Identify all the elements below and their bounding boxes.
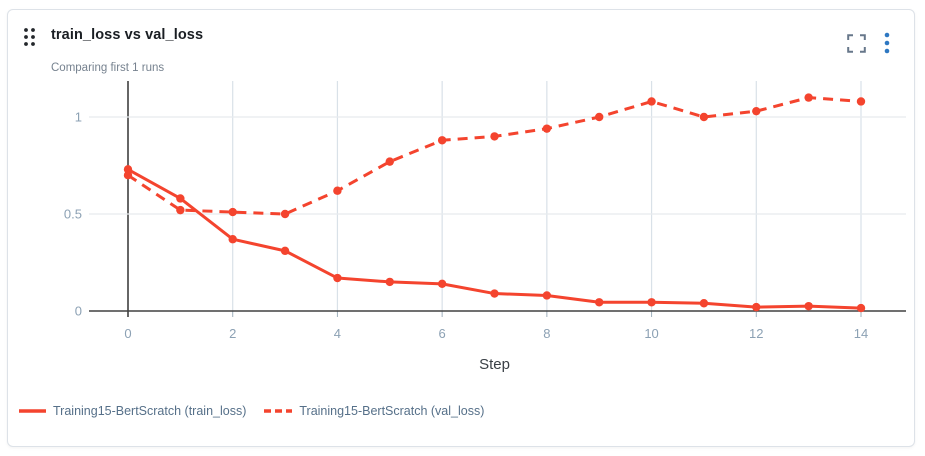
data-point bbox=[804, 93, 813, 102]
legend: Training15-BertScratch (train_loss) Trai… bbox=[19, 404, 484, 418]
kebab-menu-button[interactable] bbox=[882, 30, 892, 56]
fullscreen-button[interactable] bbox=[845, 32, 868, 55]
train-loss-line bbox=[123, 165, 866, 313]
data-point bbox=[176, 205, 185, 215]
data-point bbox=[490, 132, 499, 141]
x-axis-title: Step bbox=[479, 356, 510, 373]
grid bbox=[89, 81, 906, 317]
panel-card: train_loss vs val_loss Comparing first 1… bbox=[7, 9, 915, 447]
x-tick-label: 4 bbox=[334, 326, 341, 341]
data-point bbox=[752, 302, 761, 312]
y-tick-label: 0 bbox=[75, 304, 82, 319]
x-tick-label: 14 bbox=[854, 326, 868, 341]
drag-handle-icon[interactable] bbox=[24, 27, 38, 47]
kebab-menu-icon bbox=[884, 32, 890, 54]
data-point bbox=[123, 165, 133, 174]
legend-item-val-loss[interactable]: Training15-BertScratch (val_loss) bbox=[264, 404, 484, 418]
legend-item-train-loss[interactable]: Training15-BertScratch (train_loss) bbox=[19, 404, 246, 418]
data-point bbox=[699, 112, 709, 122]
panel-actions bbox=[845, 30, 892, 56]
y-tick-label: 0.5 bbox=[64, 207, 82, 222]
legend-label-val-loss: Training15-BertScratch (val_loss) bbox=[299, 404, 485, 418]
line-chart[interactable]: 00.510 2 4 6 8 10 12 14 bbox=[8, 10, 916, 448]
data-point bbox=[595, 298, 604, 307]
data-point bbox=[385, 277, 394, 287]
axis-tick-labels: 00.510 2 4 6 8 10 12 14 bbox=[64, 110, 868, 342]
subtitle: Comparing first 1 runs bbox=[51, 62, 165, 74]
data-point bbox=[437, 136, 447, 145]
x-tick-label: 6 bbox=[439, 326, 446, 341]
x-tick-label: 10 bbox=[644, 326, 658, 341]
data-point bbox=[228, 207, 237, 217]
data-point bbox=[542, 291, 552, 300]
x-tick-label: 2 bbox=[229, 326, 236, 341]
val-loss-swatch-icon bbox=[264, 409, 293, 413]
legend-label-train-loss: Training15-BertScratch (train_loss) bbox=[53, 404, 247, 418]
data-point bbox=[123, 171, 133, 180]
x-tick-label: 0 bbox=[124, 326, 131, 341]
data-point bbox=[437, 279, 447, 289]
data-point bbox=[647, 298, 656, 307]
x-tick-label: 12 bbox=[749, 326, 763, 341]
data-point bbox=[595, 112, 604, 122]
y-tick-label: 1 bbox=[75, 110, 82, 125]
fullscreen-icon bbox=[847, 33, 866, 53]
data-point bbox=[856, 97, 866, 106]
data-point bbox=[542, 124, 552, 133]
data-point bbox=[333, 273, 342, 283]
data-point bbox=[699, 299, 709, 308]
data-point bbox=[176, 194, 185, 203]
data-point bbox=[280, 209, 290, 219]
x-tick-label: 8 bbox=[543, 326, 550, 341]
data-point bbox=[228, 235, 237, 244]
train-loss-swatch-icon bbox=[19, 409, 46, 413]
chart-area[interactable]: 0 0.5 1 0 2 4 6 8 10 12 14 Step bbox=[8, 10, 914, 446]
data-point bbox=[333, 186, 342, 195]
data-point bbox=[856, 303, 866, 313]
data-point bbox=[804, 301, 813, 311]
data-point bbox=[280, 246, 290, 256]
data-point bbox=[647, 97, 656, 106]
panel-title: train_loss vs val_loss bbox=[51, 27, 204, 43]
data-point bbox=[490, 289, 499, 298]
data-point bbox=[385, 157, 394, 166]
data-point bbox=[752, 106, 761, 116]
val-loss-line bbox=[123, 93, 866, 219]
